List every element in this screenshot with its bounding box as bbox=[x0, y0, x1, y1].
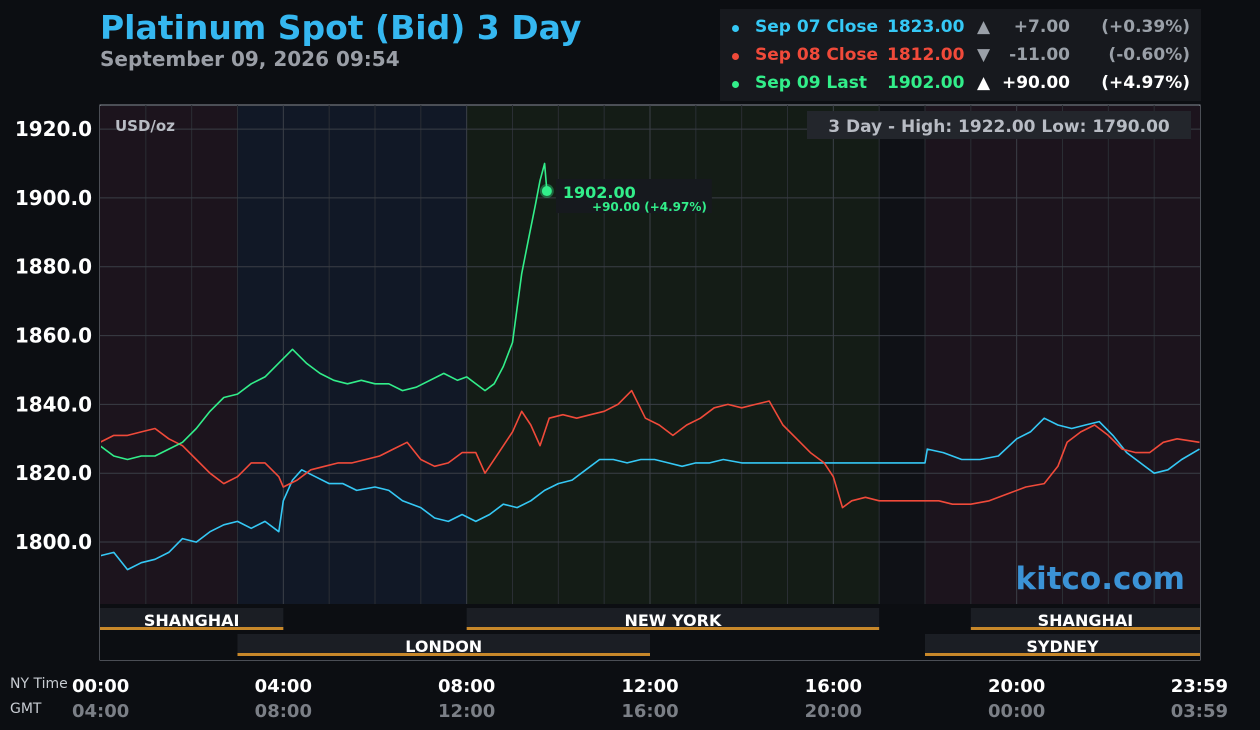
x-tick-label-ny: 08:00 bbox=[438, 676, 495, 697]
x-tick-label-gmt: 12:00 bbox=[438, 701, 495, 722]
x-tick-label-gmt: 20:00 bbox=[805, 701, 862, 722]
session-label: SHANGHAI bbox=[144, 611, 240, 630]
legend-row-sep07: Sep 07 Close 1823.00 ▲ +7.00 (+0.39%) bbox=[720, 17, 1201, 43]
legend-dot-sep07 bbox=[732, 25, 739, 32]
legend-pct: (-0.60%) bbox=[1108, 45, 1190, 65]
session-underline bbox=[100, 627, 284, 630]
y-tick-label: 1840.0 bbox=[15, 392, 92, 416]
x-tick-label-gmt: 00:00 bbox=[988, 701, 1045, 722]
legend-price: 1902.00 bbox=[887, 73, 965, 93]
x-tick-label-gmt: 03:59 bbox=[1171, 701, 1228, 722]
legend-price: 1812.00 bbox=[887, 45, 965, 65]
y-tick-label: 1820.0 bbox=[15, 461, 92, 485]
legend-dot-sep09 bbox=[732, 81, 739, 88]
range-label: 3 Day - High: 1922.00 Low: 1790.00 bbox=[828, 117, 1170, 137]
x-tick-label-ny: 04:00 bbox=[255, 676, 312, 697]
session-box bbox=[100, 608, 284, 628]
legend-label: Sep 08 Close bbox=[755, 45, 879, 65]
legend-dot-sep08 bbox=[732, 53, 739, 60]
session-underline bbox=[970, 627, 1200, 630]
legend-pct: (+0.39%) bbox=[1101, 17, 1190, 37]
legend-change: +90.00 bbox=[1001, 73, 1070, 93]
legend-row-sep09: Sep 09 Last 1902.00 ▲ +90.00 (+4.97%) bbox=[720, 73, 1201, 99]
y-tick-label: 1860.0 bbox=[15, 324, 92, 348]
legend-label: Sep 07 Close bbox=[755, 17, 879, 37]
x-tick-label-ny: 23:59 bbox=[1171, 676, 1228, 697]
down-arrow-icon: ▼ bbox=[977, 45, 991, 65]
series-line bbox=[101, 389, 1200, 509]
legend-change: +7.00 bbox=[1013, 17, 1070, 37]
x-tick-label-ny: 00:00 bbox=[72, 676, 129, 697]
x-tick-label-gmt: 16:00 bbox=[621, 701, 678, 722]
session-label: SYDNEY bbox=[1026, 637, 1099, 656]
up-arrow-icon: ▲ bbox=[977, 17, 991, 37]
y-tick-label: 1900.0 bbox=[15, 186, 92, 210]
session-zone bbox=[879, 106, 925, 604]
session-label: NEW YORK bbox=[624, 611, 721, 630]
session-box bbox=[925, 634, 1200, 654]
gmt-axis-name: GMT bbox=[10, 701, 42, 717]
session-box bbox=[970, 608, 1200, 628]
session-box bbox=[466, 608, 880, 628]
legend-change: -11.00 bbox=[1009, 45, 1070, 65]
x-tick-label-gmt: 08:00 bbox=[255, 701, 312, 722]
x-tick-label-gmt: 04:00 bbox=[72, 701, 129, 722]
y-tick-label: 1800.0 bbox=[15, 530, 92, 554]
up-arrow-icon: ▲ bbox=[977, 73, 991, 93]
session-box bbox=[237, 634, 650, 654]
legend-label: Sep 09 Last bbox=[755, 73, 867, 93]
y-tick-label: 1880.0 bbox=[15, 255, 92, 279]
x-tick-label-ny: 16:00 bbox=[805, 676, 862, 697]
chart-subtitle: September 09, 2026 09:54 bbox=[100, 47, 400, 71]
last-price-marker bbox=[541, 186, 552, 197]
range-box bbox=[807, 111, 1191, 139]
series-line bbox=[101, 417, 1200, 571]
last-price-label: 1902.00 bbox=[563, 183, 636, 202]
session-label: SHANGHAI bbox=[1038, 611, 1134, 630]
session-zone bbox=[237, 106, 467, 604]
session-label: LONDON bbox=[405, 637, 482, 656]
series-line bbox=[101, 162, 548, 461]
session-underline bbox=[466, 627, 880, 630]
chart-title: Platinum Spot (Bid) 3 Day bbox=[100, 8, 582, 47]
x-tick-label-ny: 20:00 bbox=[988, 676, 1045, 697]
last-price-box bbox=[555, 179, 712, 214]
unit-label: USD/oz bbox=[115, 117, 175, 135]
last-price-change: +90.00 (+4.97%) bbox=[592, 200, 707, 214]
legend-panel: Sep 07 Close 1823.00 ▲ +7.00 (+0.39%) Se… bbox=[720, 9, 1201, 101]
kitco-watermark: kitco.com bbox=[1016, 561, 1186, 597]
session-zone bbox=[100, 106, 238, 604]
legend-pct: (+4.97%) bbox=[1101, 73, 1190, 93]
y-tick-label: 1920.0 bbox=[15, 117, 92, 141]
x-tick-label-ny: 12:00 bbox=[621, 676, 678, 697]
session-underline bbox=[237, 653, 650, 656]
ny-time-axis-name: NY Time bbox=[10, 676, 68, 692]
legend-price: 1823.00 bbox=[887, 17, 965, 37]
session-underline bbox=[925, 653, 1200, 656]
legend-row-sep08: Sep 08 Close 1812.00 ▼ -11.00 (-0.60%) bbox=[720, 45, 1201, 71]
